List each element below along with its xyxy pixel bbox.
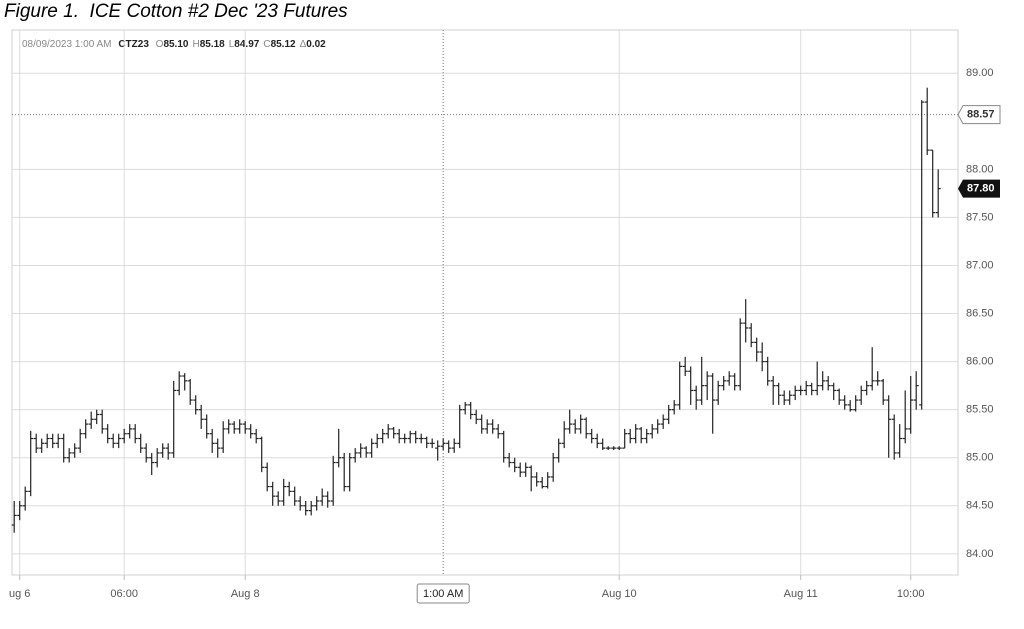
info-field-value: 84.97 <box>234 39 259 50</box>
x-tick-label: Aug 8 <box>231 588 260 600</box>
info-field-value: 85.12 <box>271 39 296 50</box>
info-field-label: O <box>156 39 164 50</box>
y-tick-label: 87.00 <box>966 259 994 271</box>
info-field-value: 0.02 <box>306 39 326 50</box>
info-field-label: L <box>229 39 235 50</box>
info-line: 08/09/2023 1:00 AM CTZ23 O85.10 H85.18 L84… <box>22 39 326 50</box>
x-tick-label: Aug 10 <box>602 588 637 600</box>
crosshair-y-box <box>957 105 1001 125</box>
y-tick-label: 84.00 <box>966 548 994 560</box>
info-symbol: CTZ23 <box>118 39 149 50</box>
info-field-value: 85.10 <box>163 39 188 50</box>
crosshair-x-label: 1:00 AM <box>423 588 463 600</box>
info-field-label: Δ <box>300 39 307 50</box>
crosshair-x-box <box>416 583 470 604</box>
x-tick-label: Aug 11 <box>784 588 818 600</box>
y-tick-label: 89.00 <box>966 67 994 79</box>
info-field-label: H <box>192 39 199 50</box>
info-datetime: 08/09/2023 1:00 AM <box>22 39 112 50</box>
crosshair-y-label: 88.57 <box>967 108 995 120</box>
last-price-label: 87.80 <box>967 183 995 195</box>
info-field-value: 85.18 <box>200 39 225 50</box>
y-tick-label: 85.00 <box>966 452 994 464</box>
x-tick-label: 06:00 <box>110 588 138 600</box>
y-tick-label: 88.00 <box>966 163 994 175</box>
x-tick-label: ug 6 <box>9 588 30 600</box>
y-tick-label: 85.50 <box>966 404 994 416</box>
info-field-label: C <box>263 39 270 50</box>
x-tick-label: 10:00 <box>897 588 925 600</box>
y-tick-label: 87.50 <box>966 211 994 223</box>
y-tick-label: 86.50 <box>966 307 994 319</box>
chart-title: Figure 1. ICE Cotton #2 Dec '23 Futures <box>4 1 348 22</box>
y-tick-label: 86.00 <box>966 356 994 368</box>
y-tick-label: 84.50 <box>966 500 994 512</box>
last-price-box <box>958 179 1000 198</box>
plot-frame <box>11 29 959 576</box>
